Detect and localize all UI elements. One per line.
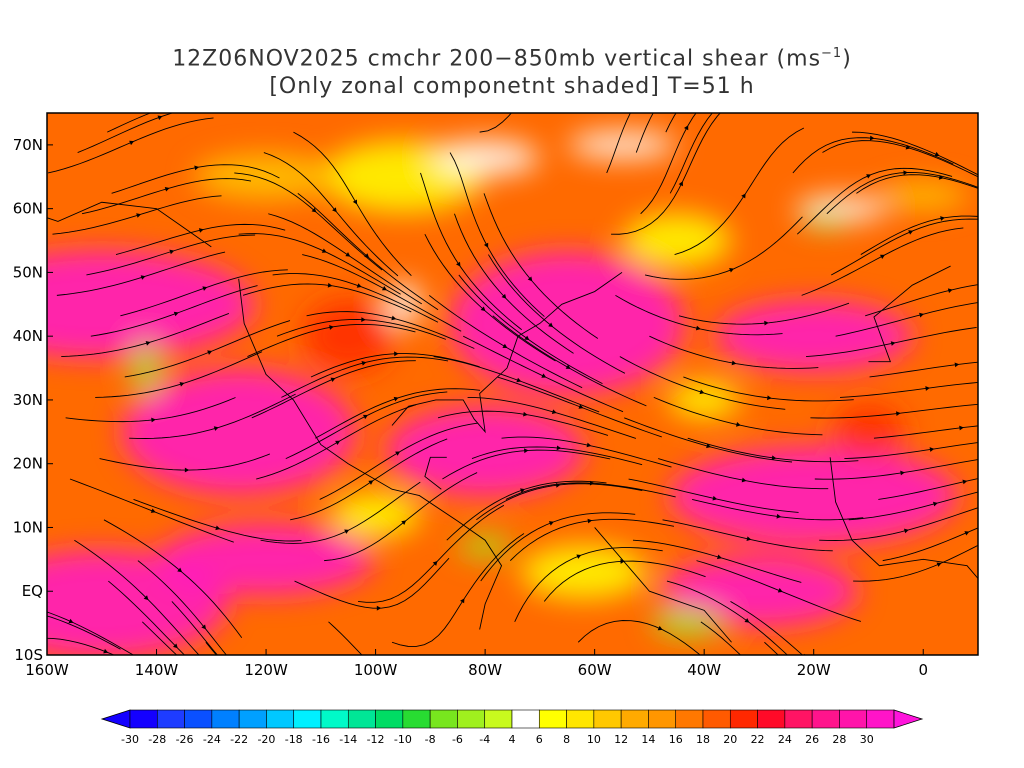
lat-tick-label: 10N — [13, 518, 43, 536]
lon-tick-label: 0 — [918, 661, 928, 679]
colorbar-label: -28 — [148, 733, 166, 746]
lat-tick-label: 50N — [13, 263, 43, 281]
lon-tick-label: 60W — [578, 661, 612, 679]
longitude-axis: 160W 140W 120W 100W 80W 60W 40W 20W 0 — [25, 649, 928, 679]
lat-tick-label: 30N — [13, 391, 43, 409]
colorbar-swatch — [729, 709, 758, 729]
coastlines — [47, 201, 978, 643]
colorbar-swatch — [402, 709, 431, 729]
colorbar-label: 28 — [832, 733, 846, 746]
lon-tick-label: 140W — [135, 661, 179, 679]
colorbar-label: -16 — [312, 733, 330, 746]
lat-tick-label: 40N — [13, 327, 43, 345]
colorbar-swatch — [347, 709, 376, 729]
colorbar-label: -20 — [257, 733, 275, 746]
lon-tick-label: 160W — [25, 661, 69, 679]
colorbar-label: 4 — [509, 733, 516, 746]
colorbar-label: -14 — [339, 733, 357, 746]
lat-tick-label: EQ — [22, 582, 43, 600]
map-title-line2: [Only zonal componetnt shaded] T=51 h — [269, 74, 755, 99]
map-title-line1: 12Z06NOV2025 cmchr 200−850mb vertical sh… — [172, 46, 852, 72]
colorbar-label: -30 — [121, 733, 139, 746]
colorbar-swatch — [566, 709, 595, 729]
latitude-axis: 70N 60N 50N 40N 30N 20N 10N EQ 10S — [13, 136, 53, 664]
colorbar-swatch — [866, 709, 895, 729]
colorbar-label: 6 — [536, 733, 543, 746]
colorbar-swatch — [238, 709, 267, 729]
colorbar-label: 8 — [563, 733, 570, 746]
colorbar-swatch — [538, 709, 567, 729]
lat-tick-label: 60N — [13, 200, 43, 218]
colorbar-swatch — [457, 709, 486, 729]
colorbar-label: -6 — [452, 733, 463, 746]
lon-tick-label: 100W — [354, 661, 398, 679]
colorbar-label: 18 — [696, 733, 710, 746]
map-frame — [46, 112, 979, 656]
colorbar-swatch — [484, 709, 513, 729]
colorbar-label: 24 — [778, 733, 792, 746]
colorbar-swatch — [320, 709, 349, 729]
colorbar-label: 22 — [751, 733, 765, 746]
colorbar-swatch — [620, 709, 649, 729]
colorbar-swatch — [375, 709, 404, 729]
lat-tick-label: 70N — [13, 136, 43, 154]
colorbar-swatch — [266, 709, 295, 729]
colorbar-swatch — [593, 709, 622, 729]
lon-tick-label: 80W — [468, 661, 502, 679]
colorbar-label: -24 — [203, 733, 221, 746]
colorbar-swatch — [811, 709, 840, 729]
colorbar-label: -18 — [285, 733, 303, 746]
colorbar-swatch — [129, 709, 158, 729]
lat-tick-label: 10S — [14, 646, 43, 664]
colorbar-high-arrow — [893, 709, 924, 729]
colorbar: -30 -28 -26 -24 -22 -20 -18 -16 -14 -12 -10 -8 -6 -4 4… — [100, 709, 924, 746]
colorbar-swatch — [784, 709, 813, 729]
colorbar-swatch — [156, 709, 185, 729]
colorbar-label: -22 — [230, 733, 248, 746]
colorbar-swatch — [757, 709, 786, 729]
lon-tick-label: 40W — [687, 661, 721, 679]
colorbar-low-arrow — [100, 709, 131, 729]
colorbar-swatch — [648, 709, 677, 729]
colorbar-label: -8 — [425, 733, 436, 746]
colorbar-swatch — [429, 709, 458, 729]
colorbar-label: -26 — [176, 733, 194, 746]
colorbar-swatch — [702, 709, 731, 729]
colorbar-swatch — [511, 709, 540, 729]
colorbar-label: -12 — [367, 733, 385, 746]
colorbar-label: 30 — [860, 733, 874, 746]
map-plot-area — [47, 113, 978, 655]
colorbar-swatch — [211, 709, 240, 729]
colorbar-label: 10 — [587, 733, 601, 746]
colorbar-label: 14 — [641, 733, 655, 746]
colorbar-label: 16 — [669, 733, 683, 746]
lon-tick-label: 120W — [244, 661, 288, 679]
colorbar-swatch — [293, 709, 322, 729]
streamlines — [47, 113, 978, 655]
colorbar-label: 20 — [723, 733, 737, 746]
lat-tick-label: 20N — [13, 455, 43, 473]
colorbar-swatch — [184, 709, 213, 729]
colorbar-label: 26 — [805, 733, 819, 746]
colorbar-label: -10 — [394, 733, 412, 746]
lon-tick-label: 20W — [797, 661, 831, 679]
colorbar-label: 12 — [614, 733, 628, 746]
colorbar-label: -4 — [479, 733, 490, 746]
colorbar-swatch — [675, 709, 704, 729]
colorbar-swatch — [839, 709, 868, 729]
